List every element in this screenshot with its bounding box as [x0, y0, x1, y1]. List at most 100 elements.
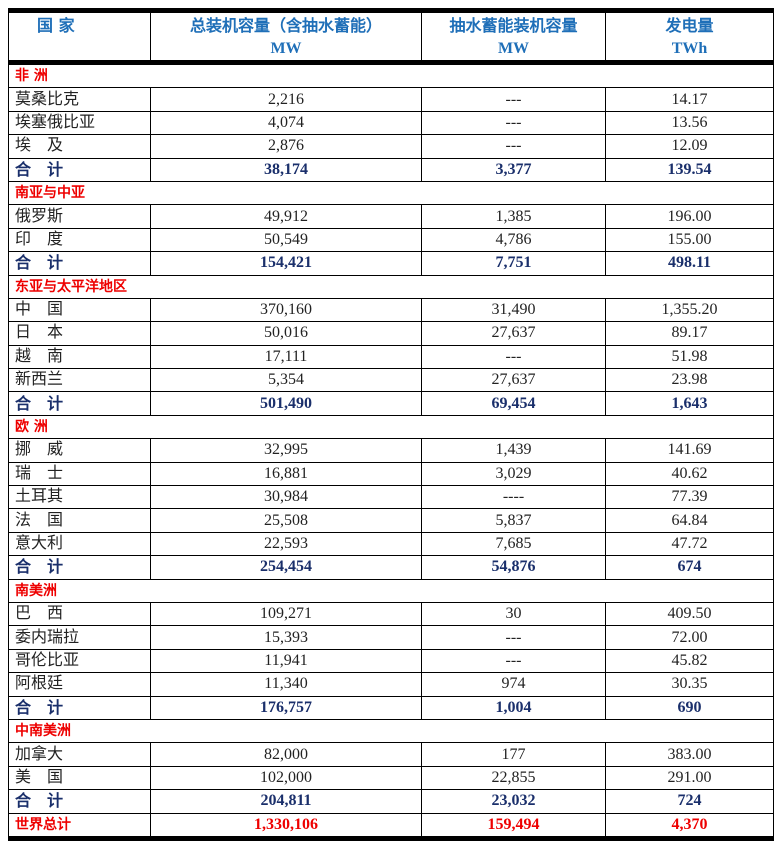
generation-cell: 30.35 [605, 672, 774, 697]
pumped-storage-cell: 1,004 [421, 695, 606, 720]
table-row: 挪 威 32,995 1,439 141.69 [8, 438, 774, 463]
generation-cell: 690 [605, 695, 774, 720]
pumped-storage-cell: 1,385 [421, 204, 606, 229]
total-capacity-cell: 32,995 [150, 438, 422, 463]
table-row: 日 本 50,016 27,637 89.17 [8, 321, 774, 346]
table-row: 印 度 50,549 4,786 155.00 [8, 227, 774, 253]
country-cell: 挪 威 [8, 438, 151, 463]
table-row: 埃 及 2,876 --- 12.09 [8, 134, 774, 159]
country-cell: 法 国 [8, 508, 151, 533]
header-generation: 发电量 TWh [605, 10, 774, 65]
pumped-storage-cell: 54,876 [421, 555, 606, 580]
country-cell: 意大利 [8, 531, 151, 557]
generation-cell: 40.62 [605, 461, 774, 487]
header-generation-unit: TWh [671, 40, 708, 57]
table-row: 埃塞俄比亚 4,074 --- 13.56 [8, 110, 774, 136]
total-capacity-cell: 50,016 [150, 321, 422, 346]
table-row: 俄罗斯 49,912 1,385 196.00 [8, 204, 774, 229]
pumped-storage-cell: 27,637 [421, 368, 606, 393]
country-cell: 埃塞俄比亚 [8, 110, 151, 136]
generation-cell: 141.69 [605, 438, 774, 463]
total-capacity-cell: 25,508 [150, 508, 422, 533]
total-capacity-cell: 30,984 [150, 485, 422, 510]
pumped-storage-cell: 3,377 [421, 157, 606, 182]
generation-cell: 498.11 [605, 251, 774, 276]
generation-cell: 13.56 [605, 110, 774, 136]
total-capacity-cell: 38,174 [150, 157, 422, 182]
hydropower-table: 国 家 总装机容量（含抽水蓄能） MW 抽水蓄能装机容量 MW 发电量 TWh 非 洲… [8, 8, 774, 841]
header-total-capacity-label: 总装机容量（含抽水蓄能） [189, 16, 382, 35]
generation-cell: 4,370 [605, 812, 774, 839]
total-capacity-cell: 154,421 [150, 251, 422, 276]
table-row: 越 南 17,111 --- 51.98 [8, 344, 774, 370]
country-cell: 中 国 [8, 297, 151, 323]
generation-cell: 674 [605, 555, 774, 580]
table-row: 哥伦比亚 11,941 --- 45.82 [8, 648, 774, 674]
generation-cell: 383.00 [605, 742, 774, 767]
region-row: 欧 洲 [8, 414, 774, 440]
pumped-storage-cell: 30 [421, 601, 606, 627]
pumped-storage-cell: 4,786 [421, 227, 606, 253]
header-total-capacity-unit: MW [270, 40, 302, 57]
total-capacity-cell: 15,393 [150, 625, 422, 650]
total-capacity-cell: 204,811 [150, 789, 422, 814]
table-row: 加拿大 82,000 177 383.00 [8, 742, 774, 767]
subtotal-row: 合 计 501,490 69,454 1,643 [8, 391, 774, 416]
country-cell: 美 国 [8, 765, 151, 791]
total-capacity-cell: 2,876 [150, 134, 422, 159]
generation-cell: 1,643 [605, 391, 774, 416]
total-capacity-cell: 22,593 [150, 531, 422, 557]
total-capacity-cell: 17,111 [150, 344, 422, 370]
pumped-storage-cell: --- [421, 87, 606, 112]
generation-cell: 77.39 [605, 485, 774, 510]
country-cell: 新西兰 [8, 368, 151, 393]
pumped-storage-cell: ---- [421, 485, 606, 510]
table-row: 意大利 22,593 7,685 47.72 [8, 531, 774, 557]
world-total-row: 世界总计 1,330,106 159,494 4,370 [8, 812, 774, 839]
country-cell: 越 南 [8, 344, 151, 370]
pumped-storage-cell: 177 [421, 742, 606, 767]
country-cell: 合 计 [8, 789, 151, 814]
table-body: 非 洲莫桑比克 2,216 --- 14.17 埃塞俄比亚 4,074 --- 13.56 埃 … [8, 61, 774, 839]
total-capacity-cell: 11,941 [150, 648, 422, 674]
generation-cell: 291.00 [605, 765, 774, 791]
generation-cell: 139.54 [605, 157, 774, 182]
generation-cell: 45.82 [605, 648, 774, 674]
generation-cell: 23.98 [605, 368, 774, 393]
generation-cell: 47.72 [605, 531, 774, 557]
pumped-storage-cell: --- [421, 344, 606, 370]
pumped-storage-cell: --- [421, 110, 606, 136]
region-name: 欧 洲 [8, 414, 774, 440]
total-capacity-cell: 11,340 [150, 672, 422, 697]
generation-cell: 196.00 [605, 204, 774, 229]
table-row: 瑞 士 16,881 3,029 40.62 [8, 461, 774, 487]
header-pumped-storage: 抽水蓄能装机容量 MW [421, 10, 606, 65]
generation-cell: 14.17 [605, 87, 774, 112]
country-cell: 莫桑比克 [8, 87, 151, 112]
country-cell: 合 计 [8, 251, 151, 276]
region-name: 东亚与太平洋地区 [8, 274, 774, 299]
total-capacity-cell: 50,549 [150, 227, 422, 253]
total-capacity-cell: 176,757 [150, 695, 422, 720]
country-cell: 阿根廷 [8, 672, 151, 697]
generation-cell: 1,355.20 [605, 297, 774, 323]
subtotal-row: 合 计 176,757 1,004 690 [8, 695, 774, 720]
header-row: 国 家 总装机容量（含抽水蓄能） MW 抽水蓄能装机容量 MW 发电量 TWh [8, 10, 774, 65]
country-cell: 合 计 [8, 157, 151, 182]
subtotal-row: 合 计 254,454 54,876 674 [8, 555, 774, 580]
pumped-storage-cell: --- [421, 134, 606, 159]
generation-cell: 72.00 [605, 625, 774, 650]
region-name: 南美洲 [8, 578, 774, 603]
table-row: 土耳其 30,984 ---- 77.39 [8, 485, 774, 510]
table-row: 委内瑞拉 15,393 --- 72.00 [8, 625, 774, 650]
region-row: 南亚与中亚 [8, 180, 774, 206]
subtotal-row: 合 计 204,811 23,032 724 [8, 789, 774, 814]
region-name: 非 洲 [8, 61, 774, 89]
region-name: 南亚与中亚 [8, 180, 774, 206]
pumped-storage-cell: 22,855 [421, 765, 606, 791]
header-pumped-storage-unit: MW [497, 40, 530, 57]
total-capacity-cell: 16,881 [150, 461, 422, 487]
table-row: 新西兰 5,354 27,637 23.98 [8, 368, 774, 393]
subtotal-row: 合 计 38,174 3,377 139.54 [8, 157, 774, 182]
total-capacity-cell: 501,490 [150, 391, 422, 416]
